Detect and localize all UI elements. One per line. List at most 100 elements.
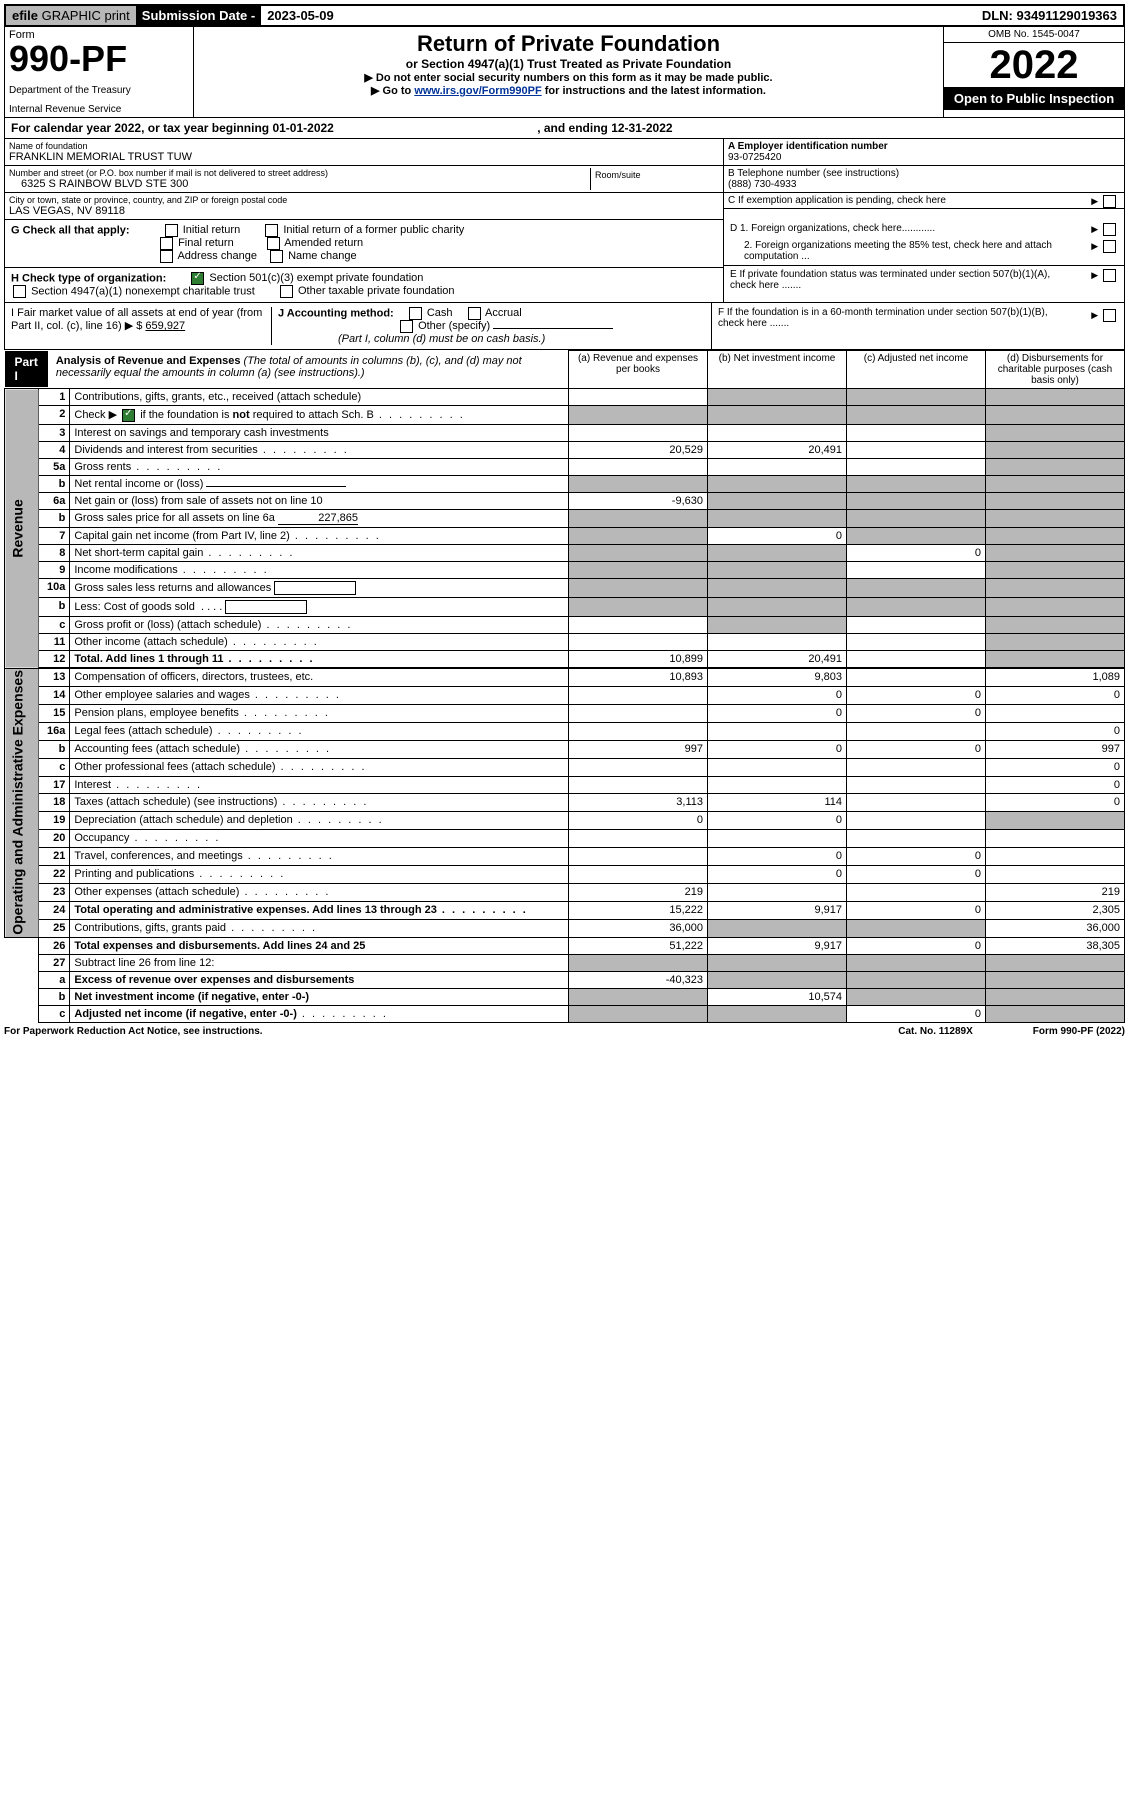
row-14: 14 Other employee salaries and wages 0 0… <box>5 686 1125 704</box>
line-desc: Occupancy <box>70 830 569 848</box>
line-num: 11 <box>39 633 70 650</box>
row-27a: a Excess of revenue over expenses and di… <box>5 972 1125 989</box>
j-accrual-checkbox[interactable] <box>468 307 481 320</box>
cell-val: 9,917 <box>708 902 847 920</box>
h-other-checkbox[interactable] <box>280 285 293 298</box>
line-num: b <box>39 989 70 1006</box>
schb-checkbox[interactable] <box>122 409 135 422</box>
part1-label: Part I <box>5 351 48 387</box>
ein-box: A Employer identification number 93-0725… <box>724 139 1124 166</box>
line-desc: Adjusted net income (if negative, enter … <box>70 1006 569 1023</box>
g-initial-checkbox[interactable] <box>165 224 178 237</box>
h-4947-checkbox[interactable] <box>13 285 26 298</box>
r17-text: Interest <box>74 779 111 791</box>
cell-val: 3,113 <box>569 794 708 812</box>
f-checkbox[interactable] <box>1103 309 1116 322</box>
revenue-sidebar: Revenue <box>5 389 39 669</box>
form-header: Form 990-PF Department of the Treasury I… <box>4 27 1125 118</box>
line-desc: Capital gain net income (from Part IV, l… <box>70 527 569 544</box>
line-desc: Taxes (attach schedule) (see instruction… <box>70 794 569 812</box>
cell-val: 0 <box>847 902 986 920</box>
cal-pre: For calendar year 2022, or tax year begi… <box>11 121 272 135</box>
open-inspection: Open to Public Inspection <box>944 87 1124 110</box>
col-d-header: (d) Disbursements for charitable purpose… <box>986 351 1125 389</box>
g-amended-checkbox[interactable] <box>267 237 280 250</box>
row-10c: c Gross profit or (loss) (attach schedul… <box>5 616 1125 633</box>
c-checkbox[interactable] <box>1103 195 1116 208</box>
part1-table: Part I Analysis of Revenue and Expenses … <box>4 350 1125 1023</box>
cell-val: 10,899 <box>569 650 708 667</box>
part1-header-row: Part I Analysis of Revenue and Expenses … <box>5 351 1125 389</box>
cell-val: 0 <box>708 812 847 830</box>
col-c-header: (c) Adjusted net income <box>847 351 986 389</box>
g-final-checkbox[interactable] <box>160 237 173 250</box>
line-desc: Total operating and administrative expen… <box>70 902 569 920</box>
j-cash-checkbox[interactable] <box>409 307 422 320</box>
g-name-checkbox[interactable] <box>270 250 283 263</box>
cell-val: 0 <box>986 794 1125 812</box>
line-num: 18 <box>39 794 70 812</box>
d2-row: 2. Foreign organizations meeting the 85%… <box>724 237 1124 265</box>
g-address-checkbox[interactable] <box>160 250 173 263</box>
j-other-checkbox[interactable] <box>400 320 413 333</box>
g-initial-public-checkbox[interactable] <box>265 224 278 237</box>
r6b-val: 227,865 <box>278 512 358 525</box>
cell-val: 0 <box>847 866 986 884</box>
row-6a: 6a Net gain or (loss) from sale of asset… <box>5 492 1125 509</box>
row-10b: b Less: Cost of goods sold . . . . <box>5 597 1125 616</box>
e-row: E If private foundation status was termi… <box>724 265 1124 294</box>
c-label: C If exemption application is pending, c… <box>728 195 946 206</box>
line-desc: Dividends and interest from securities <box>70 441 569 458</box>
g-section: G Check all that apply: Initial return I… <box>5 220 723 302</box>
line-desc: Other employee salaries and wages <box>70 686 569 704</box>
row-19: 19 Depreciation (attach schedule) and de… <box>5 812 1125 830</box>
line-desc: Net investment income (if negative, ente… <box>70 989 569 1006</box>
d-section: D 1. Foreign organizations, check here..… <box>723 220 1124 302</box>
cell-val: 10,574 <box>708 989 847 1006</box>
cell-val: 1,089 <box>986 668 1125 686</box>
cell-val: 0 <box>847 686 986 704</box>
efile-suffix: GRAPHIC print <box>42 8 130 23</box>
line-num: 5a <box>39 458 70 475</box>
i-j-section: I Fair market value of all assets at end… <box>4 303 1125 350</box>
cell-val: -40,323 <box>569 972 708 989</box>
cell-val: 0 <box>986 722 1125 740</box>
cell-val: 15,222 <box>569 902 708 920</box>
line-desc: Subtract line 26 from line 12: <box>70 955 569 972</box>
row-9: 9 Income modifications <box>5 561 1125 578</box>
row-18: 18 Taxes (attach schedule) (see instruct… <box>5 794 1125 812</box>
line-num: c <box>39 1006 70 1023</box>
h-501c3-checkbox[interactable] <box>191 272 204 285</box>
r16c-text: Other professional fees (attach schedule… <box>74 761 275 773</box>
e-label: E If private foundation status was termi… <box>730 269 1060 291</box>
street-box: Number and street (or P.O. box number if… <box>9 168 591 190</box>
line-num: 21 <box>39 848 70 866</box>
r6b-text: Gross sales price for all assets on line… <box>74 512 275 524</box>
e-checkbox[interactable] <box>1103 269 1116 282</box>
city-label: City or town, state or province, country… <box>9 195 719 205</box>
irs-link[interactable]: www.irs.gov/Form990PF <box>414 85 541 97</box>
d2-checkbox[interactable] <box>1103 240 1116 253</box>
f-box: F If the foundation is in a 60-month ter… <box>711 303 1124 349</box>
header-left: Form 990-PF Department of the Treasury I… <box>5 27 194 117</box>
row-4: 4 Dividends and interest from securities… <box>5 441 1125 458</box>
cell-val: 0 <box>847 848 986 866</box>
r27c-text: Adjusted net income (if negative, enter … <box>74 1008 296 1020</box>
street: 6325 S RAINBOW BLVD STE 300 <box>9 178 590 190</box>
r2-pre: Check ▶ <box>74 409 120 421</box>
r5b-text: Net rental income or (loss) <box>74 478 203 490</box>
line-num: 17 <box>39 776 70 794</box>
row-16b: b Accounting fees (attach schedule) 997 … <box>5 740 1125 758</box>
f-label: F If the foundation is in a 60-month ter… <box>718 307 1048 329</box>
ein-label: A Employer identification number <box>728 141 1120 152</box>
row-11: 11 Other income (attach schedule) <box>5 633 1125 650</box>
calendar-year-row: For calendar year 2022, or tax year begi… <box>4 118 1125 139</box>
cell-val: 114 <box>708 794 847 812</box>
r10c-text: Gross profit or (loss) (attach schedule) <box>74 619 261 631</box>
d1-checkbox[interactable] <box>1103 223 1116 236</box>
cell-val: 20,529 <box>569 441 708 458</box>
line-num: 3 <box>39 424 70 441</box>
cell-val: 36,000 <box>986 920 1125 938</box>
r2-post: if the foundation is not required to att… <box>137 409 374 421</box>
h-opt-1: Section 501(c)(3) exempt private foundat… <box>209 272 423 284</box>
